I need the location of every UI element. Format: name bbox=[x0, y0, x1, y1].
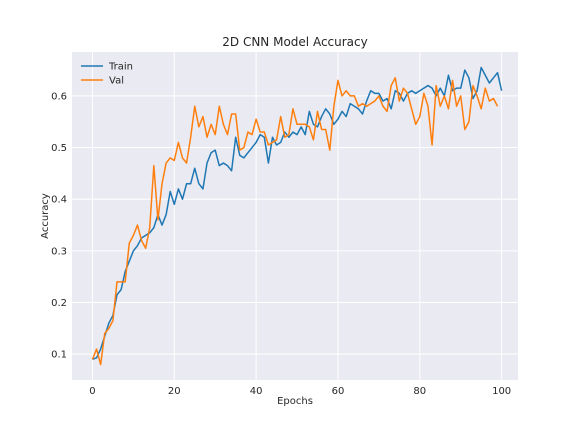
y-axis-label: Accuracy bbox=[40, 193, 51, 239]
legend-label-train: Train bbox=[108, 62, 133, 73]
grid bbox=[72, 52, 518, 380]
y-tick-label: 0.1 bbox=[51, 350, 67, 361]
series-line-val bbox=[91, 77, 499, 366]
plot-background bbox=[72, 52, 518, 380]
y-ticks: 0.1 0.2 0.3 0.4 0.5 0.6 bbox=[51, 91, 67, 360]
legend-label-val: Val bbox=[109, 76, 124, 87]
y-tick-label: 0.3 bbox=[51, 246, 67, 257]
x-tick-label: 80 bbox=[413, 386, 426, 397]
chart-title: 2D CNN Model Accuracy bbox=[222, 35, 367, 49]
y-tick-label: 0.5 bbox=[51, 143, 67, 154]
x-axis-label: Epochs bbox=[277, 396, 313, 407]
y-tick-label: 0.2 bbox=[51, 298, 67, 309]
series-line-train bbox=[92, 66, 503, 361]
series-layer bbox=[91, 66, 503, 366]
x-ticks: 0 20 40 60 80 100 bbox=[89, 386, 511, 397]
x-tick-label: 0 bbox=[89, 386, 95, 397]
y-tick-label: 0.6 bbox=[51, 91, 67, 102]
legend: Train Val bbox=[81, 62, 133, 87]
x-tick-label: 100 bbox=[492, 386, 511, 397]
x-tick-label: 40 bbox=[250, 386, 263, 397]
x-tick-label: 20 bbox=[168, 386, 181, 397]
y-tick-label: 0.4 bbox=[51, 195, 67, 206]
x-tick-label: 60 bbox=[332, 386, 345, 397]
